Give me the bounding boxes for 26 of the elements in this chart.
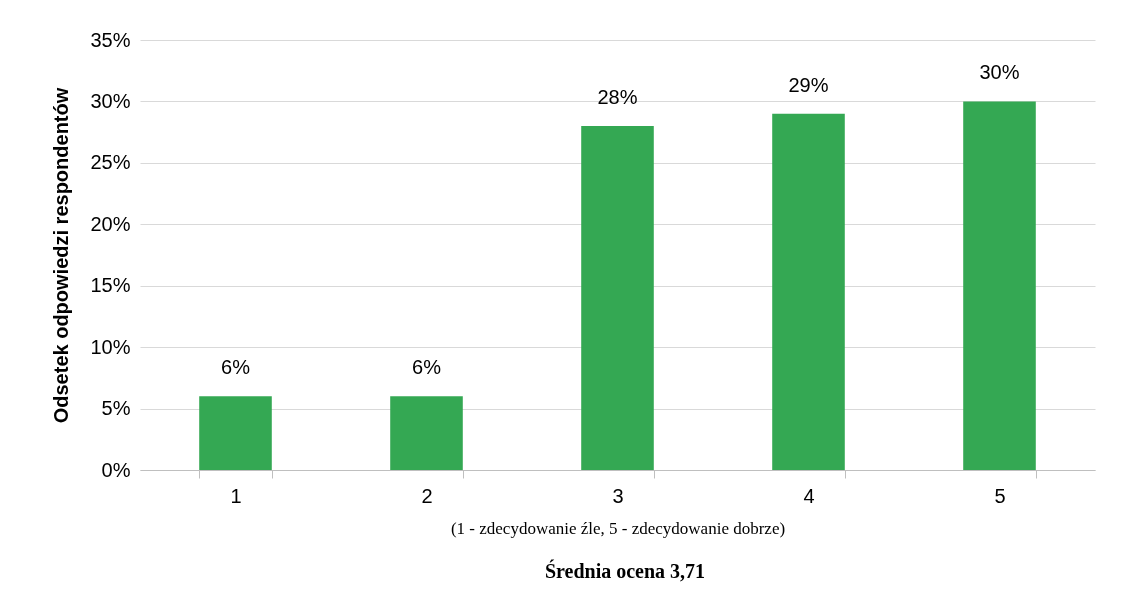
x-tick-label: 4 [803, 484, 815, 507]
bar [390, 396, 463, 470]
y-tick-label: 30% [90, 89, 131, 112]
x-axis-title: (1 - zdecydowanie źle, 5 - zdecydowanie dobrze) [450, 518, 786, 538]
y-tick-label: 10% [90, 335, 131, 358]
bar [581, 126, 654, 470]
y-tick-label: 25% [90, 151, 131, 174]
data-label: 28% [597, 86, 638, 108]
data-label: 29% [788, 73, 829, 96]
y-tick-label: 5% [101, 397, 131, 420]
y-tick-label: 15% [90, 274, 131, 297]
x-tick-label: 1 [230, 484, 242, 507]
bar [963, 101, 1036, 470]
data-label: 6% [221, 356, 251, 379]
x-tick-label: 5 [994, 484, 1006, 507]
bar [772, 113, 845, 470]
x-tick-label: 3 [612, 484, 624, 507]
text: Średnia ocena 3,71 [543, 560, 707, 583]
y-tick-label: 20% [90, 212, 131, 235]
data-label: 30% [979, 61, 1020, 84]
data-label: 6% [412, 356, 442, 379]
bar [199, 396, 272, 470]
y-tick-label: 0% [101, 458, 131, 481]
y-axis-title: Odsetek odpowiedzi respondentów [50, 87, 73, 424]
x-tick-label: 2 [421, 484, 433, 507]
y-tick-label: 35% [90, 28, 131, 51]
